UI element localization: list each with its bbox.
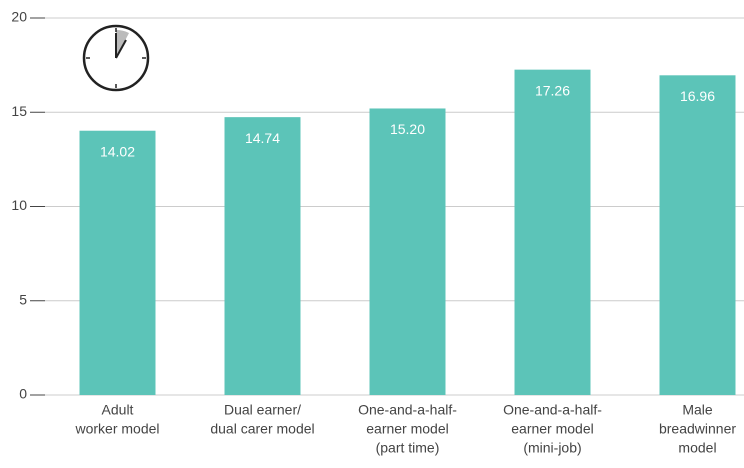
x-tick-label: earner model bbox=[366, 421, 449, 437]
y-tick-label: 20 bbox=[11, 9, 27, 25]
x-tick-label: Male bbox=[682, 402, 713, 418]
y-tick-label: 15 bbox=[11, 103, 27, 119]
x-tick-label: One-and-a-half- bbox=[503, 402, 602, 418]
x-tick-label: breadwinner bbox=[659, 421, 736, 437]
x-tick-label: Dual earner/ bbox=[224, 402, 301, 418]
x-tick-label: worker model bbox=[74, 421, 159, 437]
x-tick-label: One-and-a-half- bbox=[358, 402, 457, 418]
x-tick-label: Adult bbox=[102, 402, 134, 418]
bar bbox=[79, 130, 156, 395]
plot: 0 5 10 15 20 Adult worker model 14.02 Dual earne… bbox=[11, 9, 744, 456]
y-tick-label: 5 bbox=[19, 291, 27, 307]
bar bbox=[659, 75, 736, 395]
x-tick-label: (part time) bbox=[376, 440, 440, 456]
value-label: 17.26 bbox=[535, 82, 570, 98]
x-tick-label: earner model bbox=[511, 421, 594, 437]
y-tick-label: 0 bbox=[19, 386, 27, 402]
clock-icon bbox=[82, 24, 150, 92]
x-tick-label: (mini-job) bbox=[523, 440, 581, 456]
value-label: 16.96 bbox=[680, 88, 715, 104]
value-label: 14.74 bbox=[245, 130, 280, 146]
y-tick-label: 10 bbox=[11, 197, 27, 213]
bar bbox=[369, 108, 446, 395]
x-tick-label: model bbox=[678, 440, 716, 456]
value-label: 15.20 bbox=[390, 121, 425, 137]
value-label: 14.02 bbox=[100, 143, 135, 159]
bar bbox=[224, 117, 301, 395]
bar bbox=[514, 69, 591, 396]
x-tick-label: dual carer model bbox=[210, 421, 314, 437]
